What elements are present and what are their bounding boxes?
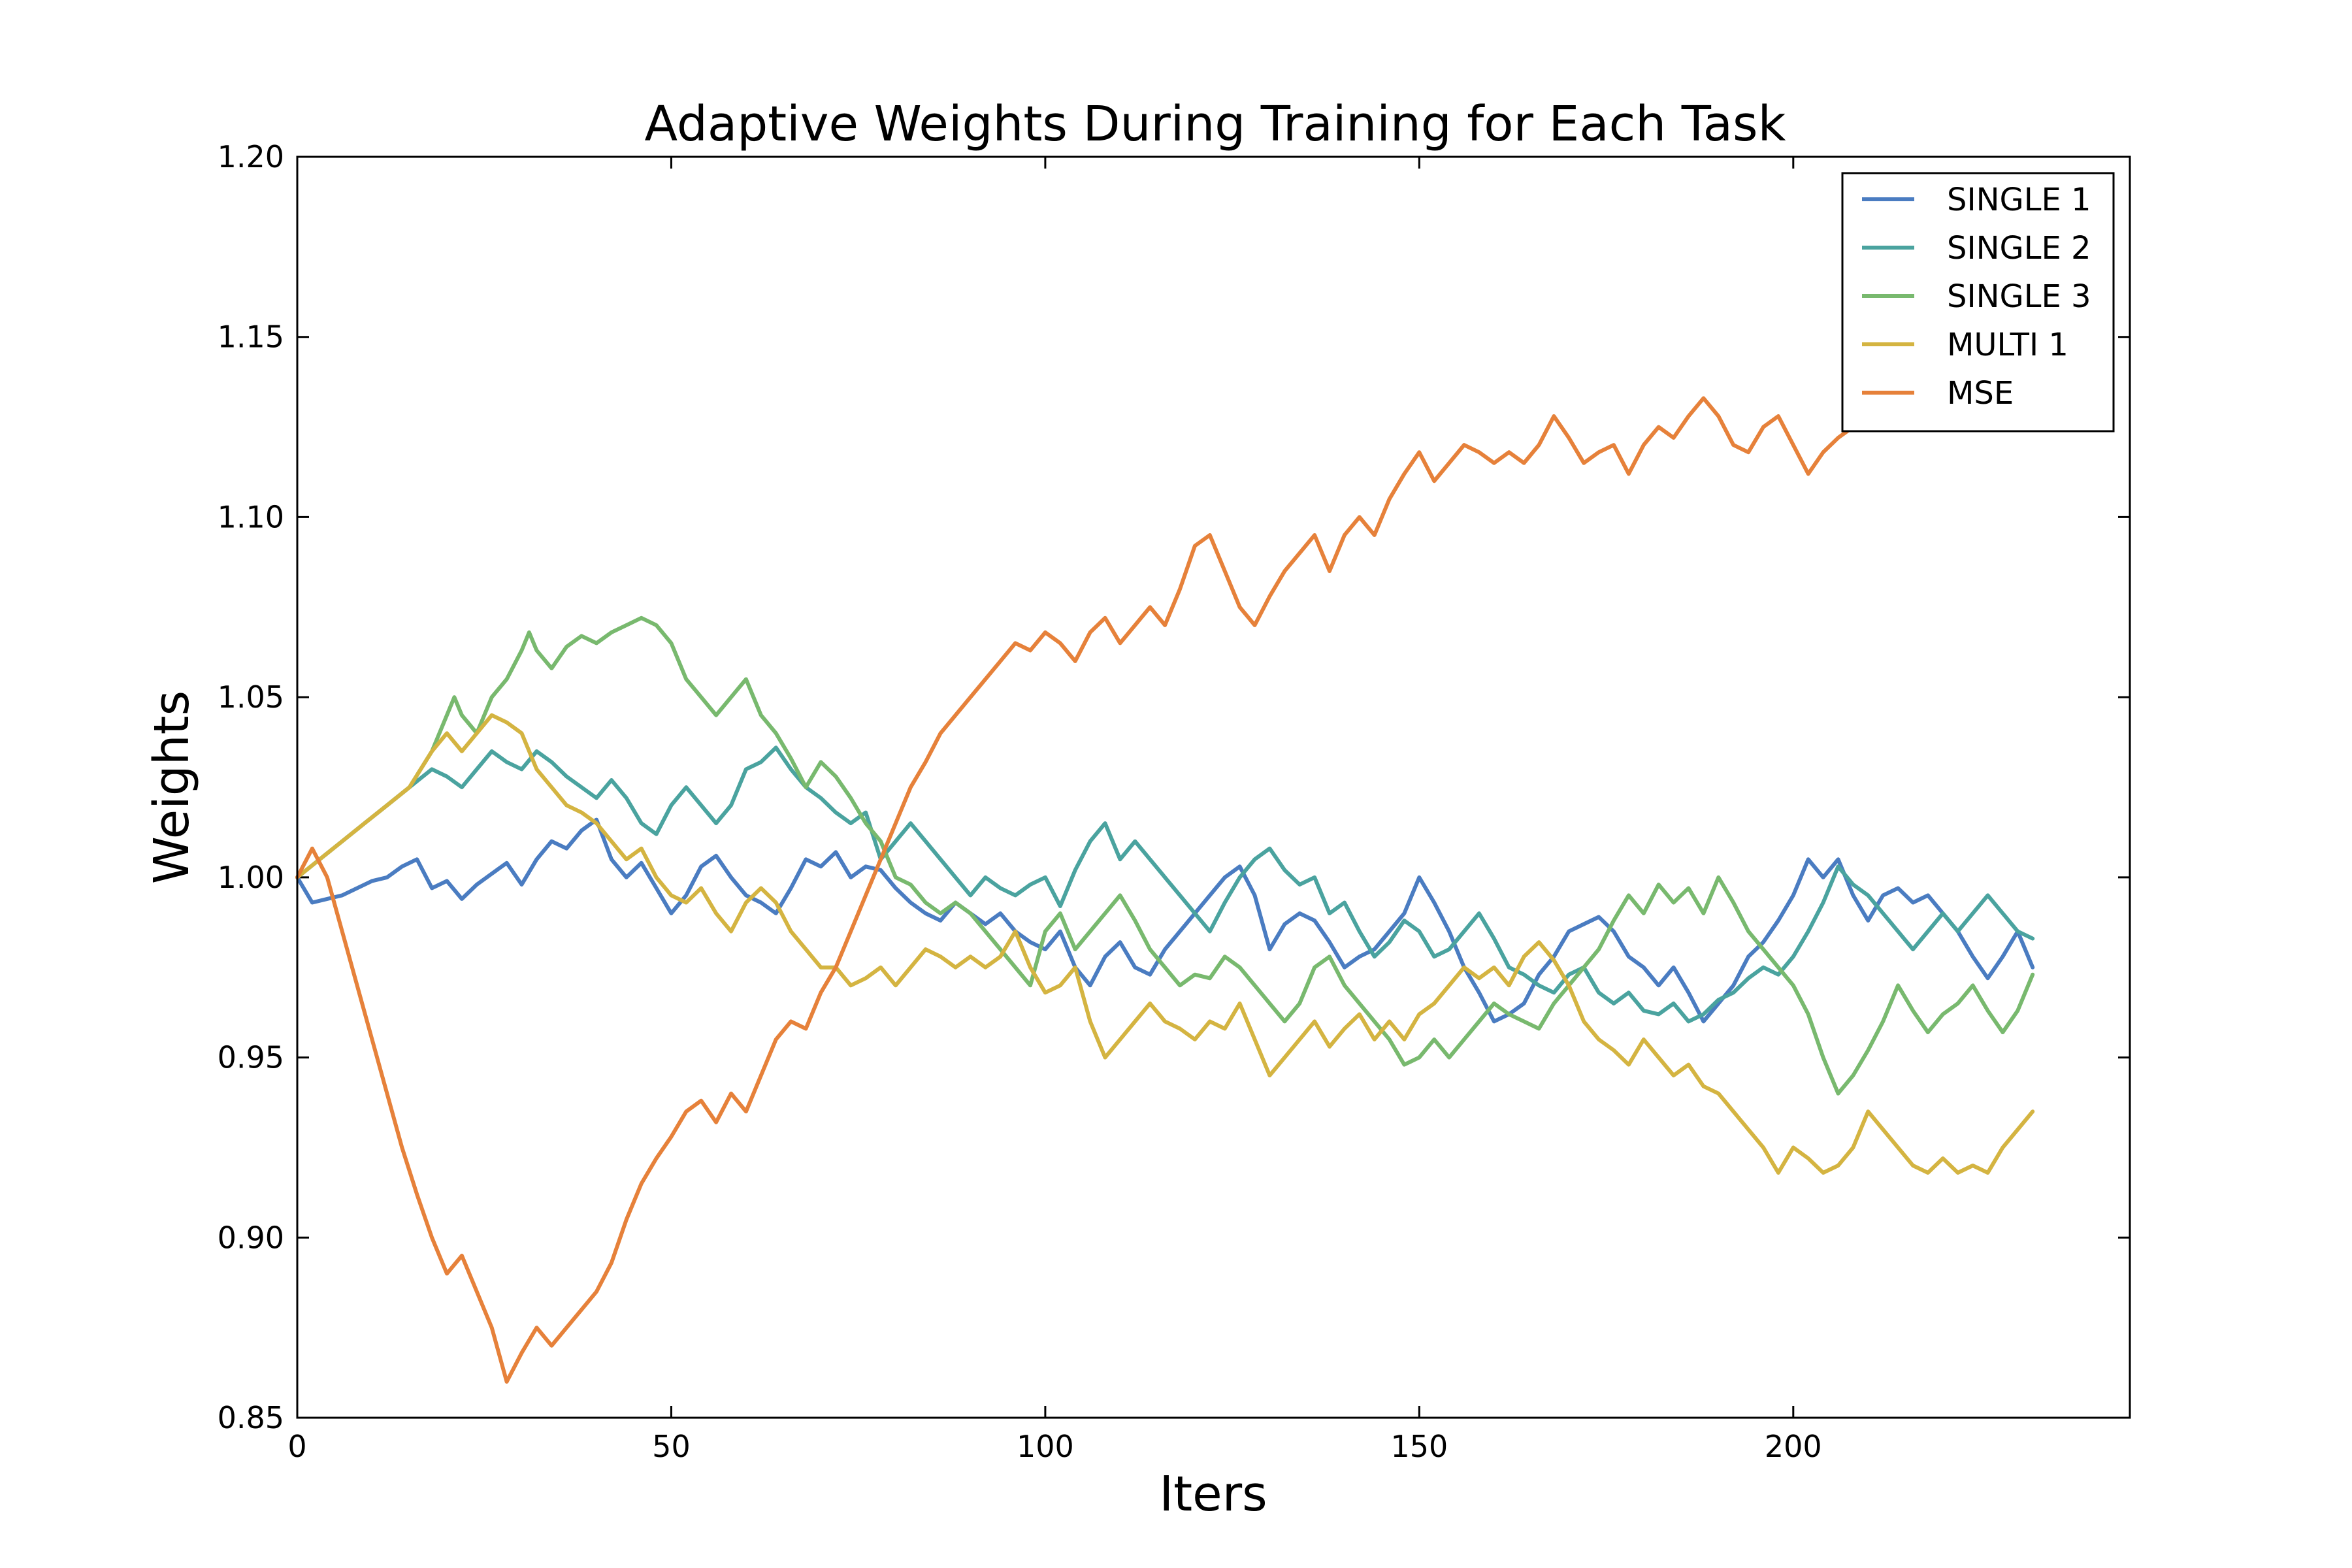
y-tick-label: 1.20	[218, 139, 284, 174]
y-tick-label: 0.90	[218, 1220, 284, 1255]
legend-label: SINGLE 1	[1947, 182, 2091, 218]
y-tick-label: 0.95	[218, 1040, 284, 1075]
legend-box	[1841, 172, 2115, 433]
series-line-mse	[295, 396, 1886, 1384]
axis-ticks: 0 50 100 150 200 0.85 0.90 0.95 1.00 1.05 1.10 1.15…	[218, 139, 2130, 1464]
chart-title: Adaptive Weights During Training for Eac…	[645, 96, 1786, 152]
plot-series	[295, 396, 2035, 1384]
series-line-single-2	[295, 745, 2035, 1024]
series-line-single-3	[295, 615, 2035, 1096]
legend-label: SINGLE 2	[1947, 230, 2091, 267]
series-line-multi-1	[295, 713, 2035, 1175]
legend-label: MSE	[1947, 375, 2014, 412]
x-axis-label: Iters	[1159, 1466, 1267, 1522]
y-tick-label: 0.85	[218, 1400, 284, 1435]
y-tick-label: 1.05	[218, 679, 284, 715]
chart-legend: SINGLE 1 SINGLE 2 SINGLE 3 MULTI 1 MSE	[1841, 172, 2115, 433]
legend-label: SINGLE 3	[1947, 278, 2091, 315]
series-line-single-1	[295, 817, 2035, 1024]
x-tick-label: 100	[1017, 1429, 1074, 1464]
y-tick-label: 1.10	[218, 499, 284, 534]
plot-frame	[296, 155, 2131, 1419]
y-axis-label: Weights	[144, 691, 200, 884]
legend-label: MULTI 1	[1947, 327, 2068, 363]
x-tick-label: 150	[1390, 1429, 1448, 1464]
x-tick-label: 0	[287, 1429, 306, 1464]
x-tick-label: 50	[652, 1429, 691, 1464]
y-tick-label: 1.00	[218, 860, 284, 895]
x-tick-label: 200	[1765, 1429, 1822, 1464]
y-tick-label: 1.15	[218, 319, 284, 355]
